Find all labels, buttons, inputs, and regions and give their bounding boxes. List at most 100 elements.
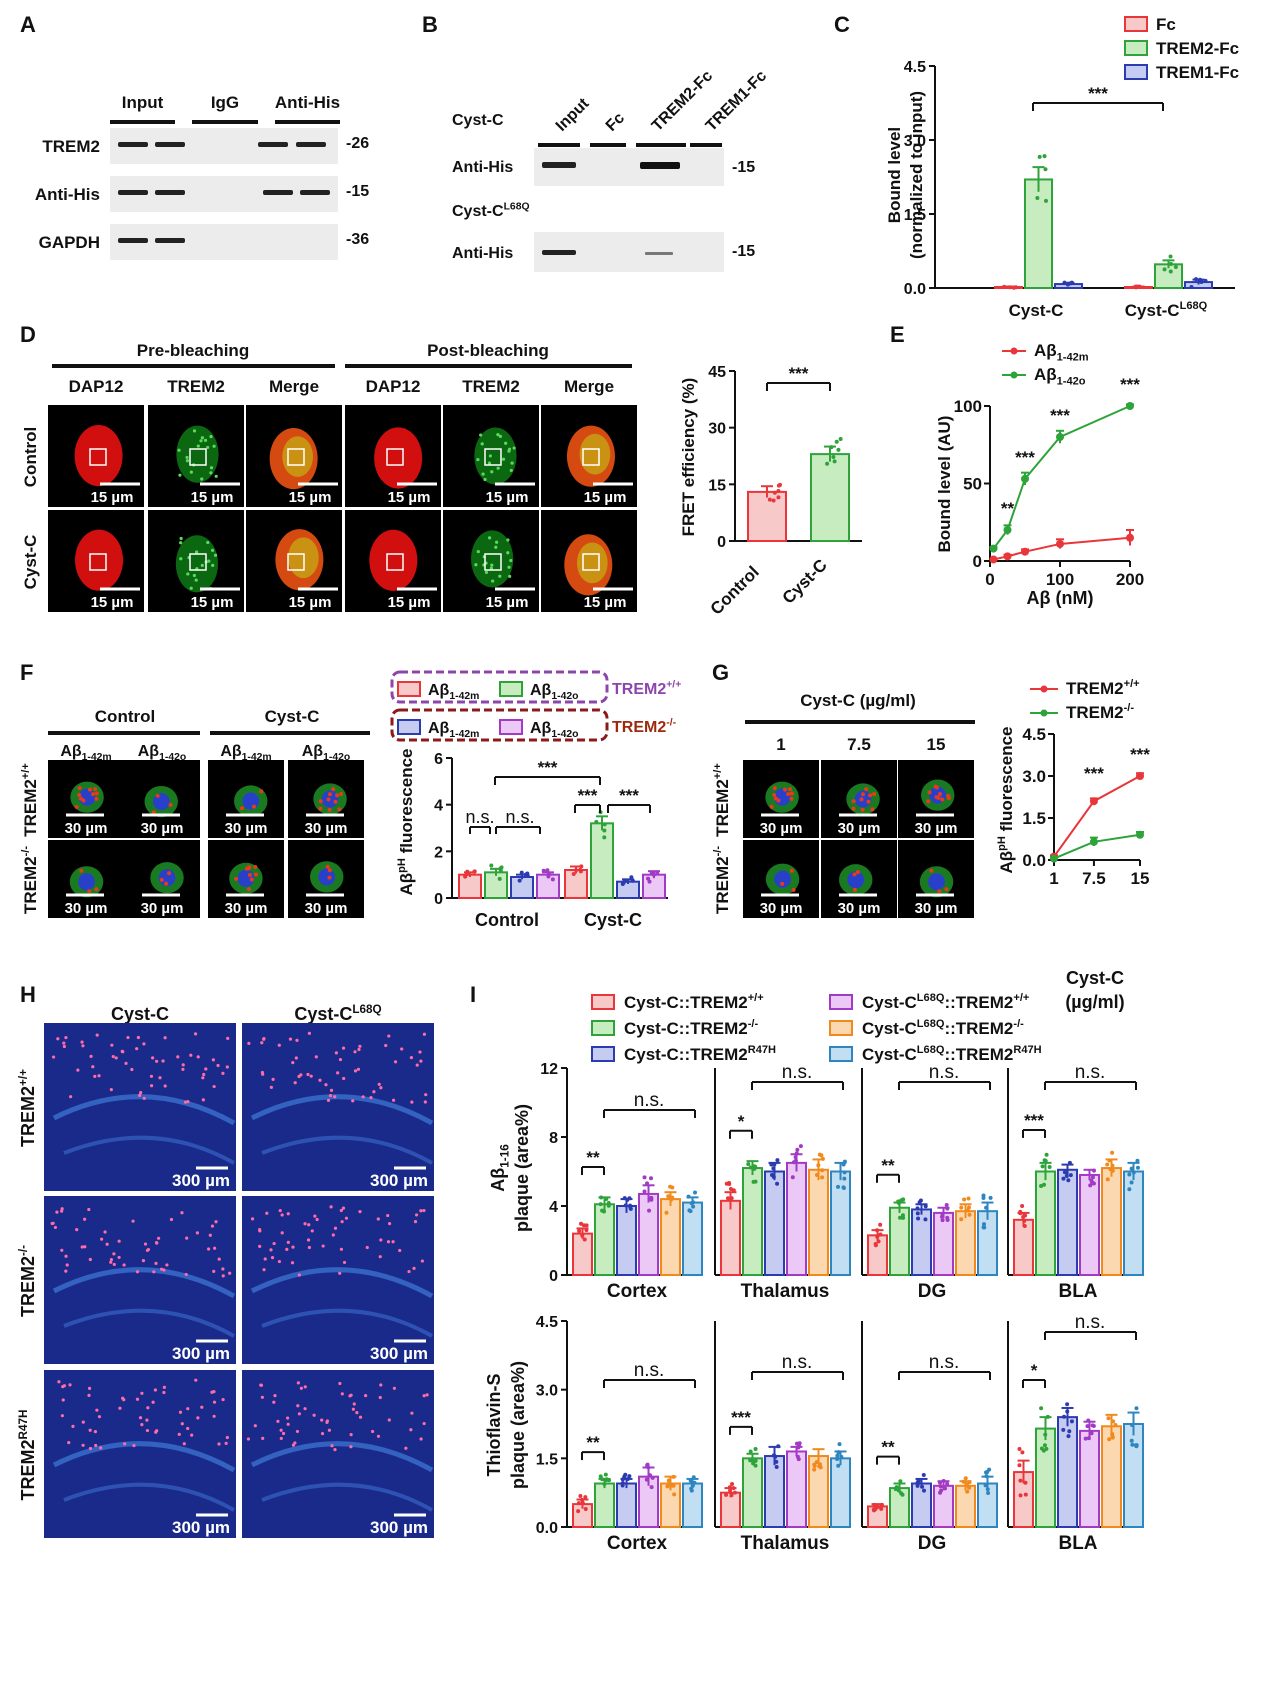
plaque-dot xyxy=(140,1423,144,1427)
blot-row-label: Anti-His xyxy=(452,245,513,262)
y-tick-label: 1.5 xyxy=(536,1451,558,1468)
label-part: L68Q xyxy=(917,1018,945,1030)
label-part: +/+ xyxy=(748,992,764,1004)
plaque-dot xyxy=(100,1237,104,1241)
i-series-3-dot xyxy=(1090,1180,1095,1185)
y-tick-label: 6 xyxy=(434,751,443,768)
i-series-1-dot xyxy=(899,1198,904,1203)
y-tick-label: 30 xyxy=(708,421,726,438)
cell-speckle xyxy=(214,474,218,478)
ns-label: n.s. xyxy=(1075,1312,1106,1333)
plaque-dot xyxy=(184,1272,188,1277)
panel-g-chart: TREM2+/+TREM2-/-0.01.53.04.51 7.5 15******… xyxy=(996,678,1150,1012)
cell-abeta xyxy=(91,792,96,797)
i-series-1-dot xyxy=(1042,1158,1047,1163)
i-series-3-dot xyxy=(793,1158,798,1163)
panel-letter-E: E xyxy=(890,322,905,347)
i-series-4-dot xyxy=(1113,1422,1118,1427)
cell-abeta xyxy=(851,806,856,811)
i-series-0-dot xyxy=(584,1228,589,1233)
plaque-dot xyxy=(89,1054,93,1058)
cell-speckle xyxy=(200,436,204,440)
label-part: Aβ xyxy=(530,682,552,699)
series-point xyxy=(1056,539,1064,548)
blot-strip xyxy=(110,176,338,212)
plaque-dot xyxy=(272,1400,276,1404)
i-series-1-bar xyxy=(1035,1170,1056,1276)
i-series-2-dot xyxy=(917,1200,922,1205)
blot-band xyxy=(542,162,576,168)
i-series-0-dot xyxy=(1017,1463,1022,1468)
plaque-dot xyxy=(297,1412,301,1416)
roi-box xyxy=(189,553,207,571)
plaque-dot xyxy=(112,1262,116,1267)
cell-speckle xyxy=(189,470,193,474)
plaque-dot xyxy=(62,1041,66,1045)
label-part: -/- xyxy=(17,1245,30,1256)
i-series-1-dot xyxy=(1043,1432,1048,1437)
f-series-1-dot xyxy=(602,835,607,840)
hippocampus-layer xyxy=(250,1441,434,1473)
label-part: R47H xyxy=(748,1044,776,1056)
plaque-dot xyxy=(325,1420,329,1424)
i-series-3-dot xyxy=(796,1457,801,1462)
y-tick-label: 45 xyxy=(708,364,726,381)
scale-label: 30 µm xyxy=(141,820,184,837)
cell-abeta xyxy=(929,868,934,873)
cell-abeta xyxy=(934,785,939,790)
plaque-dot xyxy=(290,1261,295,1265)
c-series-1-dot xyxy=(1042,154,1047,159)
i-series-1-dot xyxy=(602,1482,607,1487)
i-series-4-dot xyxy=(812,1462,817,1467)
i-series-3-dot xyxy=(944,1202,949,1207)
f-series-0-dot xyxy=(571,871,576,876)
plaque-dot xyxy=(64,1035,68,1040)
c-series-0-dot xyxy=(1011,285,1016,290)
i-series-1-bar xyxy=(1035,1427,1056,1528)
i-series-4-dot xyxy=(816,1163,821,1168)
label-part: 1-42m xyxy=(82,752,112,763)
i-series-5-dot xyxy=(688,1478,693,1483)
i-series-2-dot xyxy=(774,1459,779,1464)
cell-abeta xyxy=(326,797,331,802)
legend-label: Aβ1-42o xyxy=(1034,365,1086,387)
hippocampus-layer xyxy=(63,1308,235,1338)
plaque-dot xyxy=(356,1067,361,1071)
cell-abeta xyxy=(77,792,82,797)
f-series-3-dot xyxy=(647,879,652,884)
d-bar-0-dot xyxy=(771,498,776,503)
i-series-0-dot xyxy=(879,1502,884,1507)
i-series-3-bar xyxy=(933,1484,954,1529)
i-series-4-dot xyxy=(959,1217,964,1222)
cell-abeta xyxy=(855,870,860,875)
column-label: 1 xyxy=(776,735,785,754)
plaque-dot xyxy=(419,1059,423,1063)
series-line xyxy=(992,405,1131,550)
y-axis-label: plaque (area%) xyxy=(512,1104,532,1232)
cell-nucleus xyxy=(847,871,865,889)
plaque-dot xyxy=(213,1246,217,1250)
legend-label: TREM2-/- xyxy=(1066,702,1134,722)
plaque-dot xyxy=(76,1068,80,1072)
sig-label: * xyxy=(738,1112,745,1131)
plaque-dot xyxy=(65,1263,69,1267)
scale-label: 300 µm xyxy=(172,1518,230,1537)
plaque-dot xyxy=(418,1050,422,1054)
column-label: Aβ1-42m xyxy=(60,743,111,763)
legend-swatch xyxy=(499,681,523,697)
x-category-label: Cyst-CL68Q xyxy=(1125,300,1208,320)
blot-band xyxy=(542,250,576,255)
i-series-0-dot xyxy=(731,1486,736,1491)
plaque-dot xyxy=(281,1431,286,1436)
plaque-dot xyxy=(87,1393,91,1397)
cell-abeta xyxy=(937,889,942,894)
legend-swatch xyxy=(829,1046,853,1062)
plaque-dot xyxy=(320,1431,325,1436)
legend-swatch xyxy=(397,681,421,697)
cell-abeta xyxy=(318,799,323,804)
plaque-dot xyxy=(424,1093,428,1097)
cell-speckle xyxy=(192,429,197,433)
scale-label: 15 µm xyxy=(486,489,529,506)
plaque-dot xyxy=(386,1213,390,1218)
